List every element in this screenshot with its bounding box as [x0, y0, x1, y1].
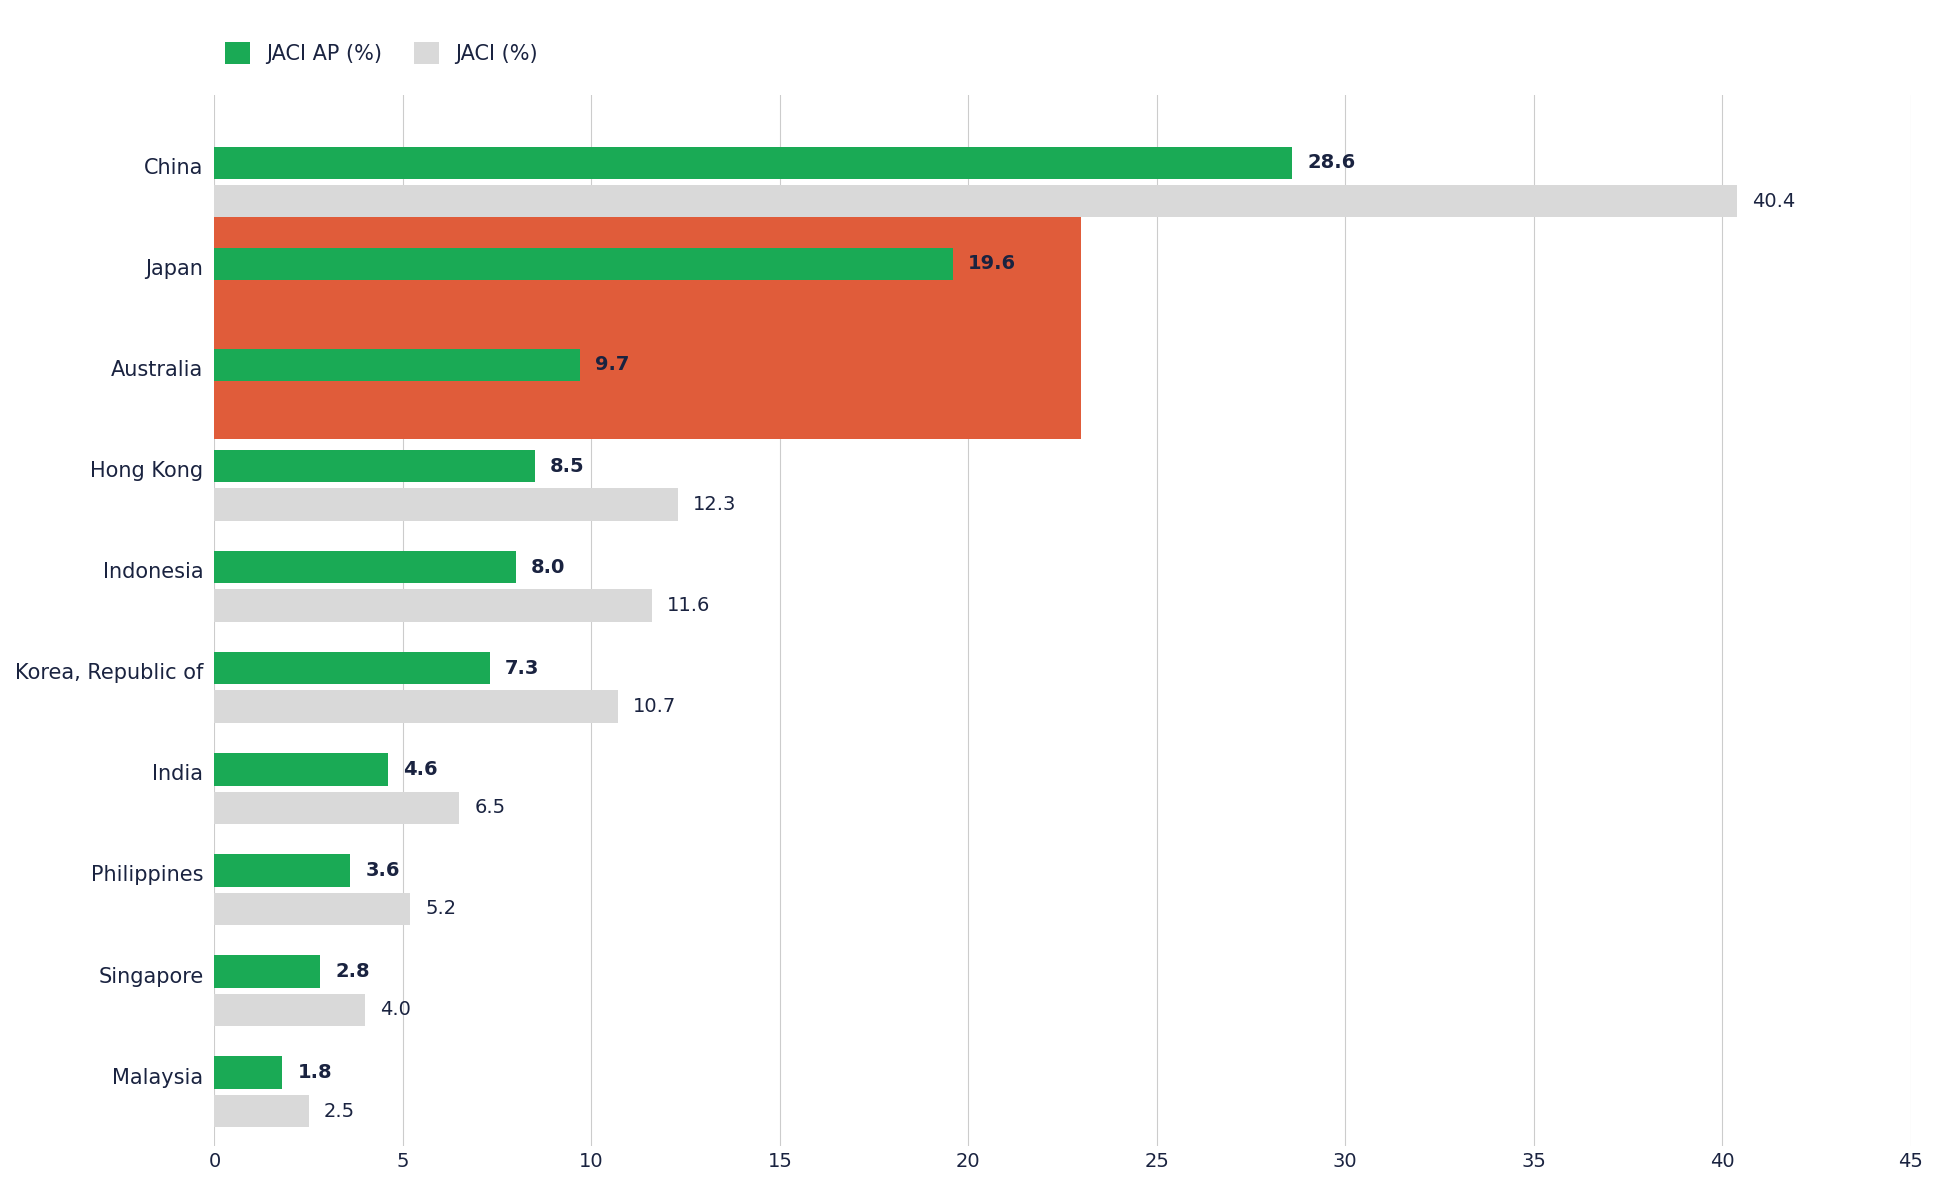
Bar — [215, 185, 1736, 217]
Bar — [215, 854, 351, 887]
Bar — [215, 994, 364, 1026]
Bar — [215, 753, 388, 785]
Text: 9.7: 9.7 — [595, 356, 630, 375]
Text: 2.8: 2.8 — [335, 962, 370, 981]
Text: 4.6: 4.6 — [403, 760, 438, 779]
Bar — [215, 248, 953, 280]
Text: 8.5: 8.5 — [550, 457, 585, 476]
Bar — [215, 791, 459, 824]
Legend: JACI AP (%), JACI (%): JACI AP (%), JACI (%) — [225, 43, 539, 64]
Bar — [215, 1057, 283, 1089]
Bar — [215, 147, 1293, 179]
Bar — [215, 589, 651, 621]
Text: 7.3: 7.3 — [504, 658, 539, 677]
Text: 28.6: 28.6 — [1308, 153, 1357, 172]
Text: 10.7: 10.7 — [634, 697, 676, 716]
Text: 40.4: 40.4 — [1752, 192, 1795, 211]
Bar — [215, 349, 579, 381]
Text: 19.6: 19.6 — [969, 254, 1016, 273]
Text: 8.0: 8.0 — [531, 557, 566, 576]
Text: 5.2: 5.2 — [426, 899, 457, 918]
Bar — [215, 652, 490, 684]
Text: 2.5: 2.5 — [324, 1102, 355, 1121]
Bar — [215, 489, 678, 521]
Bar — [215, 690, 618, 722]
Text: 3.6: 3.6 — [364, 861, 399, 880]
Text: 1.8: 1.8 — [297, 1063, 331, 1082]
Text: 6.5: 6.5 — [475, 798, 506, 817]
Bar — [215, 196, 1081, 439]
Bar — [215, 956, 320, 988]
Bar — [215, 449, 535, 483]
Bar — [215, 1095, 308, 1127]
Text: 11.6: 11.6 — [667, 597, 709, 616]
Text: 12.3: 12.3 — [694, 495, 736, 514]
Text: 4.0: 4.0 — [380, 1001, 411, 1020]
Bar — [215, 551, 516, 584]
Bar — [215, 893, 411, 925]
